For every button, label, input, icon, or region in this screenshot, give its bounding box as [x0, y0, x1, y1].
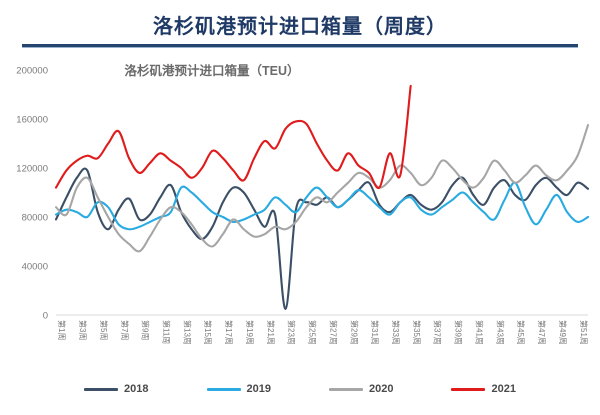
legend-item-2019[interactable]: 2019	[206, 383, 271, 395]
x-axis-tick: 第47周	[537, 320, 547, 345]
series-line-2020	[54, 124, 590, 253]
x-axis-tick: 第29周	[349, 320, 359, 345]
legend-label: 2018	[124, 383, 149, 395]
legend-item-2018[interactable]: 2018	[84, 383, 149, 395]
legend-label: 2020	[369, 383, 394, 395]
chart-subtitle: 洛杉矶港预计进口箱量（TEU）	[124, 64, 300, 78]
line-chart: 0 40000 80000 120000 160000 200000 第1周 第3周 第5周 第7…	[16, 66, 590, 345]
series-line-2018	[54, 167, 590, 310]
legend-swatch-icon	[84, 387, 119, 391]
x-axis-tick: 第35周	[412, 320, 422, 345]
x-axis-tick: 第41周	[474, 320, 484, 345]
chart-legend: 2018 2019 2020 2021	[0, 378, 600, 400]
page-header: 洛杉矶港预计进口箱量（周度）	[0, 0, 600, 52]
chart-container: 洛杉矶港预计进口箱量（TEU） 0 40000 80000 120000 160000 2…	[0, 52, 600, 415]
y-axis-tick: 80000	[22, 213, 48, 224]
x-axis-tick: 第1周	[57, 320, 67, 340]
x-axis-tick: 第31周	[370, 320, 380, 345]
y-axis-tick: 40000	[22, 262, 48, 273]
legend-label: 2019	[246, 383, 271, 395]
x-axis-tick: 第43周	[495, 320, 505, 345]
x-axis-tick: 第51周	[579, 320, 589, 345]
x-axis-tick: 第13周	[182, 320, 192, 345]
legend-item-2020[interactable]: 2020	[329, 383, 393, 395]
legend-swatch-icon	[206, 387, 241, 391]
legend-swatch-icon	[451, 387, 486, 391]
series-line-2019	[54, 181, 590, 231]
x-axis-tick: 第27周	[328, 320, 338, 345]
x-axis-tick: 第49周	[558, 320, 568, 345]
legend-label: 2021	[491, 383, 516, 395]
x-axis-tick: 第5周	[99, 320, 109, 340]
legend-swatch-icon	[329, 387, 363, 391]
x-axis-tick: 第15周	[203, 320, 213, 345]
x-axis-tick: 第23周	[287, 320, 297, 345]
x-axis-tick: 第9周	[141, 320, 151, 340]
x-axis-tick: 第19周	[245, 320, 255, 345]
series-line-2021	[54, 84, 412, 190]
x-axis-tick: 第21周	[266, 320, 276, 345]
x-axis-tick: 第25周	[308, 320, 318, 345]
title-divider	[22, 44, 578, 48]
x-axis-tick: 第17周	[224, 320, 234, 345]
x-axis-tick: 第33周	[391, 320, 401, 345]
y-axis-tick: 0	[43, 311, 48, 322]
x-axis-tick: 第7周	[120, 320, 130, 340]
page-title: 洛杉矶港预计进口箱量（周度）	[153, 16, 447, 38]
x-axis-tick: 第11周	[162, 320, 172, 344]
y-axis-tick: 200000	[16, 66, 48, 77]
y-axis-tick: 120000	[16, 164, 48, 175]
x-axis-tick: 第45周	[516, 320, 526, 345]
x-axis-tick: 第39周	[454, 320, 464, 345]
x-axis-tick: 第37周	[433, 320, 443, 345]
x-axis-tick: 第3周	[78, 320, 88, 340]
y-axis-tick: 160000	[16, 115, 48, 126]
legend-item-2021[interactable]: 2021	[451, 383, 516, 395]
